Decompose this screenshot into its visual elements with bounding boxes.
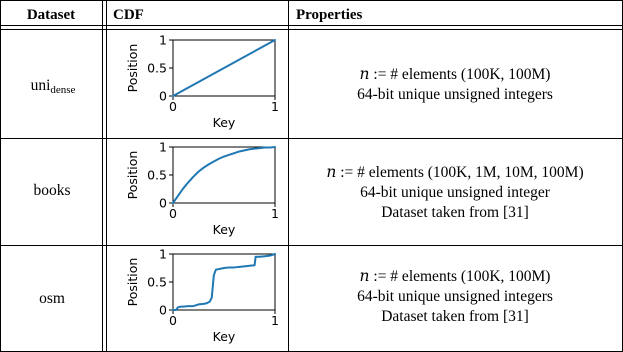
- cdf-chart-uni-dense: 0 0.5 1 0 1 Key Position: [125, 33, 279, 131]
- dataset-name-main: uni: [31, 77, 52, 94]
- dataset-name-uni-dense: unidense: [31, 77, 76, 96]
- cdf-chart-osm: 0 0.5 1 0 1 Key Position: [125, 247, 279, 345]
- property-line: Dataset taken from [31]: [381, 308, 529, 325]
- y-tick-label: 0.5: [147, 61, 167, 76]
- y-tick-label: 0: [159, 303, 167, 318]
- property-line: Dataset taken from [31]: [381, 204, 529, 221]
- property-line: 64-bit unique unsigned integers: [357, 86, 553, 103]
- dataset-name-books: books: [33, 182, 70, 199]
- y-axis-label: Position: [125, 151, 140, 200]
- x-axis-label: Key: [213, 329, 236, 344]
- cdf-line: [172, 39, 276, 97]
- y-tick-label: 0.5: [147, 275, 167, 290]
- x-tick-label: 0: [169, 99, 177, 114]
- x-tick-label: 0: [169, 206, 177, 221]
- header-cdf: CDF: [113, 7, 144, 23]
- properties-osm: 𝑛 := # elements (100K, 100M) 64-bit uniq…: [357, 268, 553, 325]
- cdf-chart-books: 0 0.5 1 0 1 Key Position: [125, 140, 279, 238]
- plot-frame: [172, 253, 276, 311]
- y-axis-label: Position: [125, 44, 140, 93]
- x-tick-label: 1: [271, 313, 279, 328]
- y-tick-label: 1: [159, 140, 167, 155]
- property-line: 64-bit unique unsigned integers: [357, 288, 553, 305]
- y-tick-label: 1: [159, 33, 167, 48]
- header-dataset: Dataset: [27, 7, 75, 23]
- x-tick-label: 1: [271, 206, 279, 221]
- y-axis-label: Position: [125, 258, 140, 307]
- x-tick-label: 0: [169, 313, 177, 328]
- y-tick-label: 1: [159, 247, 167, 262]
- y-tick-label: 0: [159, 89, 167, 104]
- y-tick-label: 0: [159, 196, 167, 211]
- x-tick-label: 1: [271, 99, 279, 114]
- header-properties: Properties: [296, 7, 363, 23]
- cdf-line: [172, 253, 276, 311]
- property-line: 64-bit unique unsigned integer: [360, 184, 551, 201]
- y-tick-label: 0.5: [147, 168, 167, 183]
- properties-books: 𝑛 := # elements (100K, 1M, 10M, 100M) 64…: [326, 164, 583, 221]
- x-axis-label: Key: [213, 115, 236, 130]
- plot-frame: [172, 146, 276, 204]
- properties-uni-dense: 𝑛 := # elements (100K, 100M) 64-bit uniq…: [357, 66, 553, 103]
- property-line: 𝑛 := # elements (100K, 100M): [360, 66, 551, 83]
- property-line: 𝑛 := # elements (100K, 1M, 10M, 100M): [326, 164, 583, 181]
- dataset-name-osm: osm: [39, 290, 65, 307]
- cdf-line: [172, 146, 276, 204]
- property-line: 𝑛 := # elements (100K, 100M): [360, 268, 551, 285]
- dataset-name-subscript: dense: [50, 84, 75, 96]
- x-axis-label: Key: [213, 222, 236, 237]
